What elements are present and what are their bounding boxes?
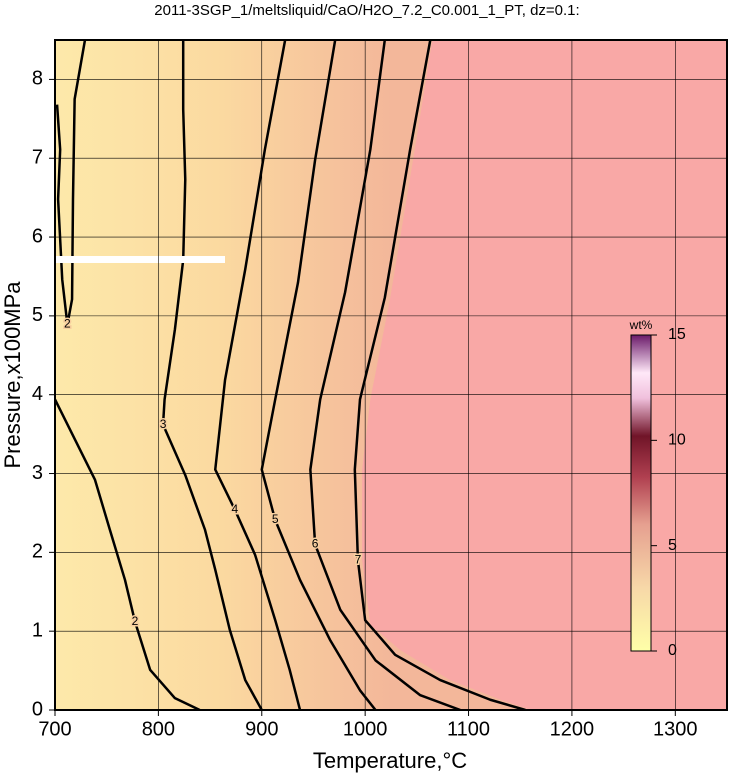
y-tick-label: 5 <box>32 304 43 326</box>
contour-line <box>260 40 377 710</box>
colorbar-axis: 0 5 10 15 <box>651 326 686 659</box>
colorbar-tick-label: 5 <box>668 537 677 554</box>
plot-frame <box>54 39 728 711</box>
chart-title: 2011-3SGP_1/meltsliquid/CaO/H2O_7.2_C0.0… <box>154 2 579 19</box>
y-tick-label: 4 <box>32 383 43 405</box>
contour-line <box>55 398 201 710</box>
contour-label: 4 <box>232 502 239 516</box>
melt-region <box>362 40 727 710</box>
y-tick-label: 2 <box>32 541 43 563</box>
x-tick-label: 900 <box>245 718 278 740</box>
artifact-bar <box>55 256 225 263</box>
y-tick-label: 0 <box>32 698 43 720</box>
contour-label: 2 <box>132 614 139 628</box>
contour-line <box>55 40 87 326</box>
contour-label: 2 <box>64 317 71 331</box>
contour-line <box>309 40 461 710</box>
x-tick-label: 700 <box>38 718 71 740</box>
contour-line <box>213 40 302 710</box>
colorbar-tick-label: 15 <box>668 326 686 343</box>
y-tick-label: 1 <box>32 619 43 641</box>
contour-label: 6 <box>312 537 319 551</box>
x-tick-label: 1200 <box>550 718 595 740</box>
contour-line <box>161 40 263 710</box>
x-tick-label: 1000 <box>343 718 388 740</box>
contour-label: 7 <box>355 552 362 566</box>
y-tick-label: 8 <box>32 68 43 90</box>
x-tick-label: 1100 <box>447 718 490 740</box>
y-tick-label: 7 <box>32 147 43 169</box>
y-tick-label: 6 <box>32 225 43 247</box>
y-axis-label: Pressure,x100MPa <box>0 281 25 469</box>
x-axis-label: Temperature,°C <box>313 748 467 773</box>
colorbar-label: wt% <box>629 318 653 332</box>
x-tick-label: 1300 <box>653 718 698 740</box>
y-tick-label: 3 <box>32 462 43 484</box>
colorbar-tick-label: 0 <box>668 642 677 659</box>
x-tick-label: 800 <box>142 718 175 740</box>
axes: 700 800 900 1000 1100 1200 1300 0 1 2 3 4 5 6 7 8 <box>32 39 728 740</box>
contour-line <box>353 40 526 710</box>
colorbar <box>630 334 652 652</box>
colorbar-tick-label: 10 <box>668 432 686 449</box>
contour-label: 3 <box>160 417 167 431</box>
contour-label: 5 <box>272 512 279 526</box>
